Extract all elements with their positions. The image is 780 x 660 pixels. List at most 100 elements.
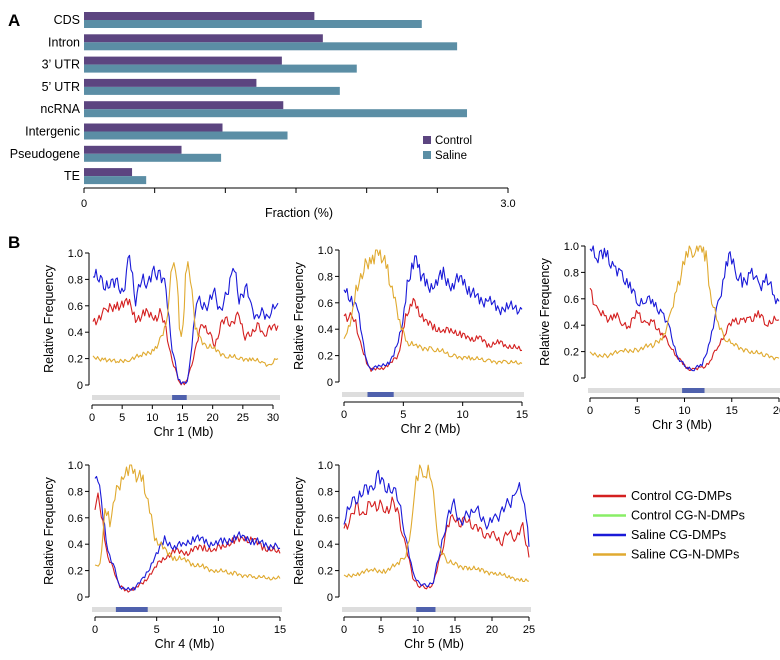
legend-label: Saline CG-DMPs — [631, 528, 726, 542]
series-line-control-cg-dmps — [92, 297, 279, 386]
bar-x-tick-label: 0 — [81, 198, 87, 210]
bar-legend-label: Saline — [435, 150, 467, 162]
y-tick-label: 0 — [327, 377, 333, 389]
bar-control — [84, 12, 315, 20]
y-tick-label: 0.6 — [68, 513, 83, 525]
y-tick-label: 0.2 — [318, 351, 333, 363]
series-line-control-cg-dmps — [343, 297, 523, 372]
bar-saline — [84, 42, 458, 51]
y-tick-label: 0.2 — [68, 354, 83, 366]
y-tick-label: 0.2 — [318, 566, 333, 578]
x-tick-label: 0 — [92, 624, 98, 636]
series-line-saline-cg-n-dmps — [343, 249, 523, 365]
bar-x-tick-label: 3.0 — [500, 198, 515, 210]
series-line-saline-cg-dmps — [589, 245, 780, 372]
series-line-control-cg-dmps — [343, 496, 530, 590]
y-tick-label: 0.4 — [68, 539, 83, 551]
y-tick-label: 1.0 — [564, 241, 579, 253]
bar-saline — [84, 176, 147, 185]
bar-control — [84, 34, 323, 43]
y-tick-label: 0.8 — [318, 486, 333, 498]
bar-category-label: ncRNA — [40, 102, 80, 116]
y-tick-label: 0.2 — [564, 347, 579, 359]
bar-category-label: Pseudogene — [10, 147, 80, 161]
y-axis-title: Relative Frequency — [42, 264, 56, 372]
x-tick-label: 10 — [146, 412, 158, 424]
bar-control — [84, 168, 133, 177]
x-tick-label: 0 — [341, 409, 347, 421]
x-tick-label: 20 — [486, 624, 498, 636]
bar-x-axis-title: Fraction (%) — [265, 206, 333, 220]
bar-saline — [84, 153, 222, 162]
bar-control — [84, 56, 282, 65]
y-tick-label: 0.4 — [318, 539, 333, 551]
x-tick-label: 15 — [176, 412, 188, 424]
series-line-saline-cg-dmps — [343, 469, 530, 587]
y-tick-label: 1.0 — [318, 245, 333, 257]
chromosome-track — [342, 392, 524, 397]
x-axis-title: Chr 3 (Mb) — [652, 418, 712, 432]
series-line-saline-cg-dmps — [343, 255, 523, 371]
y-tick-label: 0.6 — [318, 513, 333, 525]
x-tick-label: 20 — [207, 412, 219, 424]
centromere-marker — [172, 395, 187, 400]
y-tick-label: 0.4 — [318, 324, 333, 336]
y-tick-label: 0.8 — [68, 274, 83, 286]
x-tick-label: 25 — [237, 412, 249, 424]
y-tick-label: 0.6 — [564, 294, 579, 306]
chromosome-plot-chr1: 0 0.2 0.4 0.6 0.8 1.0 Relative Frequency 0 5 10 15… — [42, 248, 280, 439]
x-tick-label: 15 — [274, 624, 286, 636]
bar-saline — [84, 20, 422, 28]
y-tick-label: 0.8 — [318, 271, 333, 283]
bar-category-label: TE — [64, 169, 80, 183]
chromosome-track — [342, 607, 531, 612]
legend-label: Saline CG-N-DMPs — [631, 548, 739, 562]
chromosome-plot-chr4: 0 0.2 0.4 0.6 0.8 1.0 Relative Frequency 0 5 10 15… — [42, 460, 286, 651]
chromosome-track — [92, 607, 282, 612]
y-tick-label: 1.0 — [68, 248, 83, 260]
y-axis-title: Relative Frequency — [538, 257, 552, 365]
panel-b-letter: B — [8, 233, 20, 252]
y-tick-label: 0 — [573, 373, 579, 385]
legend-label: Control CG-N-DMPs — [631, 509, 745, 523]
bar-control — [84, 101, 284, 110]
y-tick-label: 0.4 — [564, 320, 579, 332]
bar-control — [84, 123, 223, 132]
centromere-marker — [115, 607, 148, 612]
y-tick-label: 0.4 — [68, 327, 83, 339]
x-tick-label: 5 — [378, 624, 384, 636]
y-tick-label: 0 — [77, 592, 83, 604]
x-tick-label: 5 — [634, 405, 640, 417]
series-line-saline-cg-dmps — [94, 475, 281, 591]
centromere-marker — [416, 607, 436, 612]
x-tick-label: 10 — [412, 624, 424, 636]
x-tick-label: 25 — [523, 624, 535, 636]
x-tick-label: 10 — [678, 405, 690, 417]
series-line-saline-cg-dmps — [92, 254, 279, 385]
bar-control — [84, 78, 257, 87]
y-axis-title: Relative Frequency — [292, 261, 306, 369]
x-axis-title: Chr 4 (Mb) — [155, 637, 215, 651]
x-tick-label: 10 — [457, 409, 469, 421]
bar-category-label: 5’ UTR — [42, 80, 80, 94]
y-tick-label: 0.8 — [68, 486, 83, 498]
chromosome-plot-chr3: 0 0.2 0.4 0.6 0.8 1.0 Relative Frequency 0 5 10 15… — [538, 241, 780, 432]
bar-legend-swatch — [423, 136, 431, 144]
bar-category-label: Intergenic — [25, 125, 80, 139]
y-tick-label: 0 — [327, 592, 333, 604]
series-line-saline-cg-n-dmps — [92, 261, 279, 367]
series-line-control-cg-dmps — [589, 287, 780, 372]
x-axis-title: Chr 1 (Mb) — [154, 425, 214, 439]
y-tick-label: 0.2 — [68, 566, 83, 578]
x-tick-label: 15 — [726, 405, 738, 417]
bar-legend-swatch — [423, 151, 431, 159]
line-legend: Control CG-DMPs Control CG-N-DMPs Saline C… — [593, 489, 745, 562]
x-tick-label: 30 — [267, 412, 279, 424]
y-tick-label: 1.0 — [68, 460, 83, 472]
x-axis-title: Chr 5 (Mb) — [404, 637, 464, 651]
bar-legend-label: Control — [435, 135, 472, 147]
bar-category-label: Intron — [48, 35, 80, 49]
series-line-saline-cg-n-dmps — [589, 245, 780, 361]
series-line-saline-cg-n-dmps — [94, 464, 281, 581]
series-line-saline-cg-n-dmps — [343, 464, 530, 583]
